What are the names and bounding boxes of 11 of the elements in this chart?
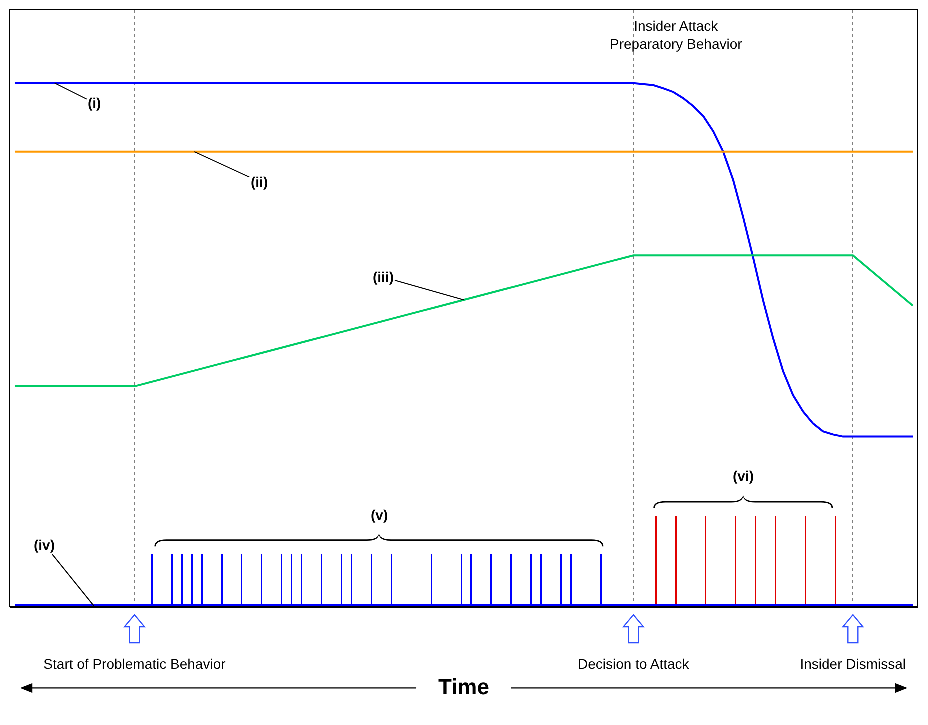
x-tick-label: Insider Dismissal <box>800 656 906 672</box>
text: Insider Attack Preparatory Behavior <box>610 18 743 52</box>
text: (vi) <box>733 468 754 484</box>
text: (iv) <box>34 537 55 553</box>
text: (v) <box>371 507 388 523</box>
series-label: (i) <box>88 95 102 111</box>
x-tick-label: Start of Problematic Behavior <box>44 656 226 672</box>
series-label: (ii) <box>251 174 268 190</box>
text: (iii) <box>373 269 394 285</box>
x-axis-title: Time <box>438 674 490 700</box>
x-tick-label: Decision to Attack <box>578 656 690 672</box>
